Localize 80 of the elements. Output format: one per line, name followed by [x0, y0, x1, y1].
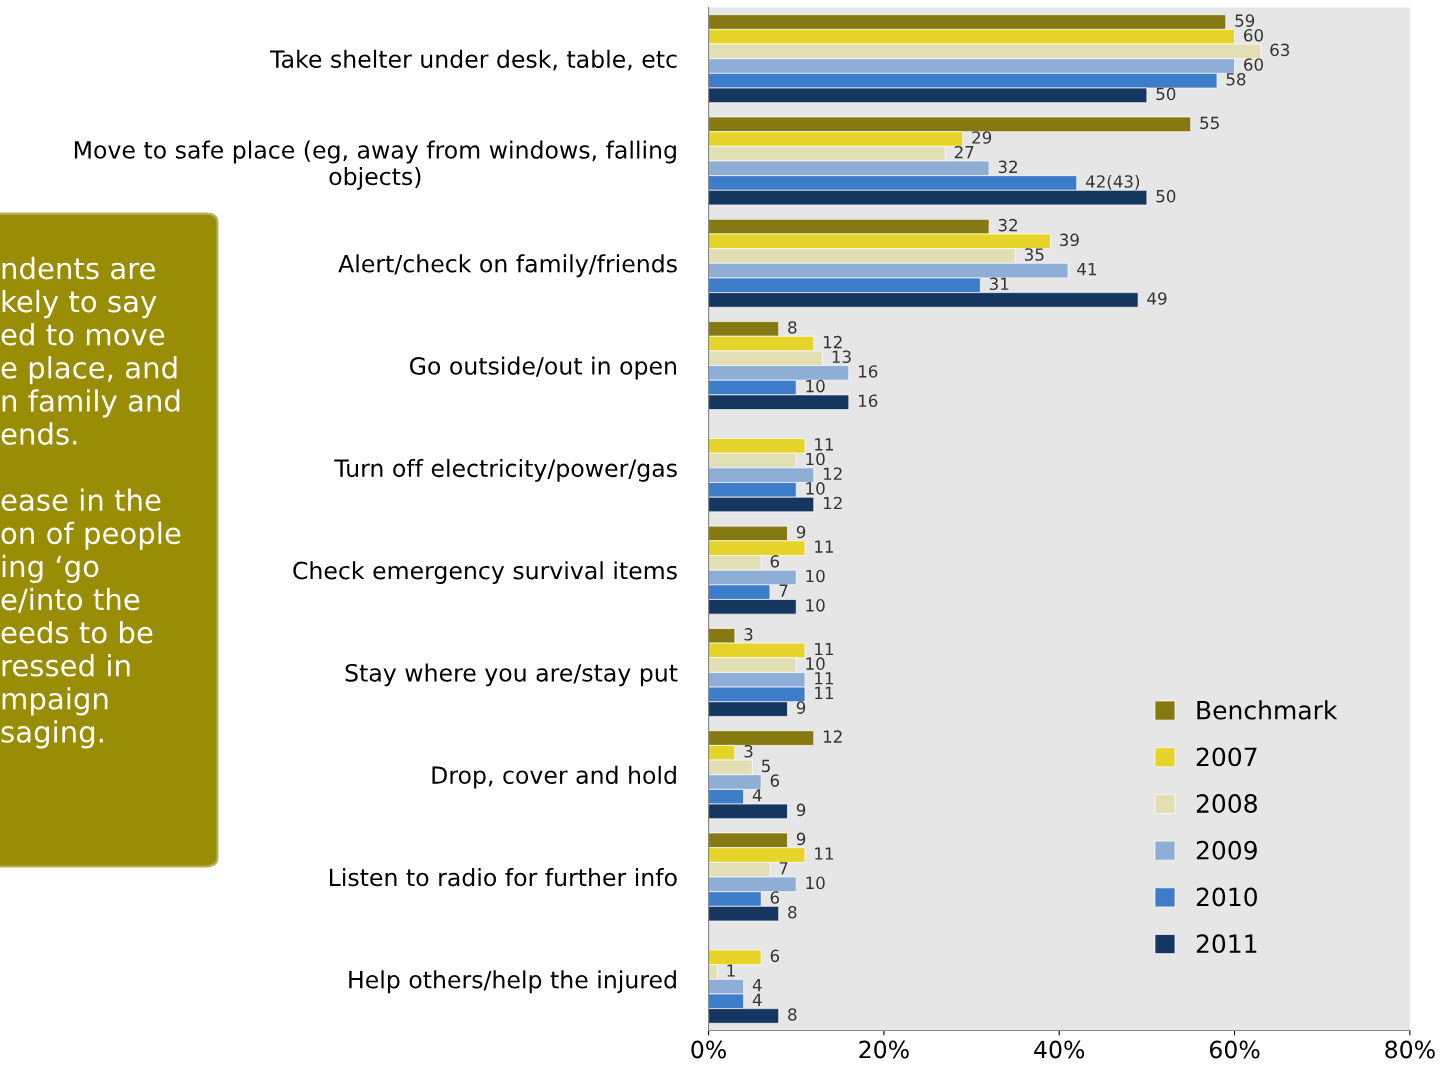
x-tick-label: 20% — [859, 1040, 909, 1059]
data-label: 11 — [815, 686, 833, 700]
data-label: 12 — [823, 335, 842, 349]
x-tick-label: 0% — [691, 1040, 726, 1059]
data-label: 6 — [770, 555, 780, 568]
data-label: 13 — [832, 350, 851, 364]
data-label: 10 — [806, 452, 825, 466]
data-label: 6 — [770, 774, 780, 787]
data-label: 1 — [727, 964, 735, 977]
x-tick-label: 80% — [1385, 1040, 1435, 1059]
data-label: 9 — [796, 803, 806, 817]
data-label: 27 — [954, 145, 974, 159]
legend-label: 2009 — [1196, 840, 1257, 860]
data-label: 9 — [796, 701, 806, 714]
data-label: 39 — [1060, 233, 1079, 247]
data-label: 58 — [1226, 72, 1246, 86]
data-label: 4 — [752, 993, 762, 1006]
data-label: 55 — [1200, 116, 1219, 130]
data-label: 11 — [815, 672, 833, 685]
data-label: 7 — [779, 584, 788, 597]
legend-label: Benchmark — [1197, 700, 1338, 720]
data-label: 31 — [989, 277, 1009, 291]
data-label: 16 — [858, 394, 878, 408]
legend-label: 2010 — [1196, 887, 1257, 907]
data-label: 16 — [858, 365, 878, 378]
data-label: 32 — [998, 160, 1017, 174]
data-label: 11 — [815, 438, 833, 451]
data-label: 6 — [770, 949, 780, 963]
data-label: 5 — [762, 759, 770, 773]
data-label: 12 — [823, 730, 842, 743]
data-label: 12 — [823, 496, 842, 510]
data-label: 11 — [815, 847, 833, 860]
legend-label: 2008 — [1196, 794, 1257, 814]
data-label: 10 — [806, 657, 825, 670]
data-label: 60 — [1244, 28, 1263, 42]
data-label: 10 — [806, 599, 825, 612]
y-tick-label: Move to safe place (eg, away from windows, falling objects) — [74, 140, 676, 190]
y-tick-label: Turn off electricity/power/gas — [334, 458, 677, 482]
y-tick-label: Take shelter under desk, table, etc — [270, 49, 677, 71]
data-label: 32 — [998, 218, 1017, 232]
data-label: 49 — [1147, 292, 1167, 305]
data-label: 4 — [752, 979, 762, 992]
data-label: 12 — [823, 467, 842, 480]
data-label: 10 — [806, 482, 825, 495]
data-label: 35 — [1024, 248, 1044, 261]
data-label: 42(43) — [1085, 174, 1140, 190]
data-label: 10 — [806, 876, 825, 890]
y-tick-label: Drop, cover and hold — [432, 765, 676, 789]
data-label: 11 — [815, 540, 833, 553]
data-label: 7 — [779, 862, 788, 875]
legend-label: 2007 — [1196, 747, 1257, 767]
data-label: 3 — [744, 628, 753, 641]
data-label: 9 — [796, 525, 806, 539]
x-tick-label: 60% — [1209, 1040, 1260, 1059]
data-label: 3 — [744, 744, 753, 758]
data-label: 63 — [1270, 43, 1290, 57]
data-label: 10 — [806, 379, 825, 393]
legend-label: 2011 — [1196, 934, 1257, 954]
y-tick-label: Help others/help the injured — [349, 970, 676, 994]
data-label: 41 — [1077, 263, 1096, 276]
data-label: 50 — [1156, 189, 1176, 203]
data-label: 8 — [788, 321, 797, 334]
data-label: 4 — [752, 789, 762, 802]
data-label: 60 — [1244, 58, 1263, 71]
data-label: 8 — [788, 905, 797, 919]
data-label: 8 — [788, 1008, 797, 1021]
data-label: 10 — [806, 569, 825, 583]
y-tick-label: Go outside/out in open — [409, 356, 676, 380]
x-tick-label: 40% — [1034, 1040, 1085, 1059]
data-label: 9 — [796, 832, 806, 846]
y-tick-label: Listen to radio for further info — [329, 868, 677, 887]
y-tick-label: Check emergency survival items — [293, 561, 677, 585]
text: ndents are kely to say ed to move e place, and n family and ends. ease in the on of people ing ‘go e/into the eeds to be ressed in mpaign saging. — [1, 256, 181, 749]
data-label: 11 — [815, 642, 833, 656]
data-label: 29 — [972, 131, 992, 144]
data-label: 6 — [770, 891, 780, 904]
data-label: 59 — [1235, 14, 1255, 27]
data-label: 50 — [1156, 87, 1176, 101]
y-tick-label: Alert/check on family/friends — [338, 254, 677, 278]
y-tick-label: Stay where you are/stay put — [345, 663, 678, 687]
